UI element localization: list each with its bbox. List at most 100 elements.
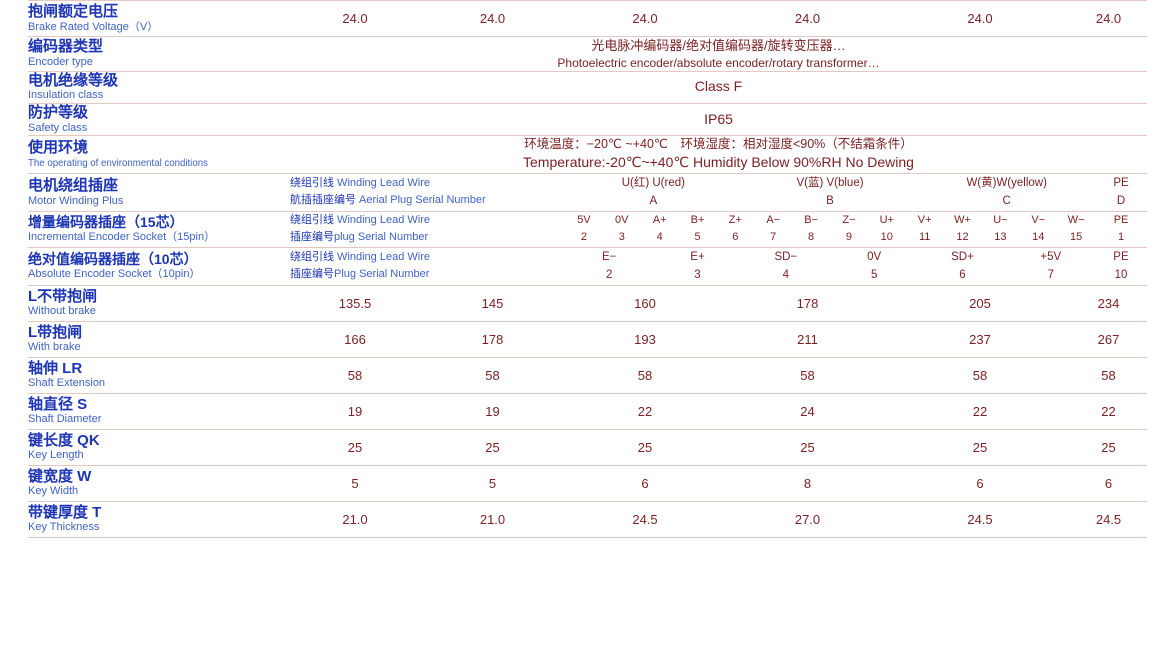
cell-value: 22 (637, 403, 653, 419)
pin-serial: 4 (782, 269, 790, 282)
pin-column: V+ 11 (906, 212, 944, 247)
pin-serial: C (1002, 195, 1011, 208)
pin-grid-absolute-encoder: E− 2 E+ 3 SD− 4 0V 5 (565, 248, 1147, 285)
table-row-encoder-type: 编码器类型 Encoder type 光电脉冲编码器/绝对值编码器/旋转变压器…… (28, 37, 1147, 72)
sublabel-plug-serial-number: 航插插座编号 Aerial Plug Serial Number (290, 192, 565, 209)
pin-column: A− 7 (754, 212, 792, 247)
cell-value: 24.5 (632, 511, 658, 527)
pin-wire: U+ (879, 213, 894, 226)
table-row-safety-class: 防护等级 Safety class IP65 (28, 103, 1147, 136)
pin-serial: 2 (580, 231, 587, 244)
pin-wire: PE (1113, 250, 1129, 263)
table-row-motor-winding: 电机绕组插座 Motor Winding Plus 绕组引线 Winding L… (28, 174, 1147, 212)
cell-value: 24.0 (1095, 11, 1122, 26)
row-sublabel-motor-winding: 绕组引线 Winding Lead Wire 航插插座编号 Aerial Plu… (290, 174, 565, 212)
cell-value: 8 (803, 475, 812, 491)
cell-value: 22 (1101, 403, 1116, 419)
label-zh: 轴直径 S (28, 395, 88, 413)
label-en: Insulation class (28, 89, 104, 102)
pin-grid-motor-winding: U(红) U(red) A V(蓝) V(blue) B W(黄)W(yello… (565, 174, 1147, 211)
pin-serial: 13 (994, 231, 1007, 244)
row-label-with-brake: L带抱闸 With brake (28, 321, 290, 357)
row-label-absolute-encoder: 绝对值编码器插座（10芯） Absolute Encoder Socket（10… (28, 247, 290, 285)
cell-incremental-encoder-pins: 5V 2 0V 3 A+ 4 B+ 5 (565, 211, 1147, 247)
pin-wire: B+ (690, 213, 705, 226)
pin-column: W+ 12 (944, 212, 982, 247)
cell-value: 24.5 (967, 511, 993, 527)
cell-value: 166 (344, 331, 366, 347)
row-label-shaft-extension: 轴伸 LR Shaft Extension (28, 357, 290, 393)
sublabel-plug-serial-number: 插座编号plug Serial Number (290, 229, 565, 246)
cell-value: 211 (797, 331, 818, 347)
label-zh: 防护等级 (28, 103, 89, 121)
specification-table: 抱闸额定电压 Brake Rated Voltage（V） 24.0 24.0 … (28, 0, 1147, 538)
motor-specification-sheet: 抱闸额定电压 Brake Rated Voltage（V） 24.0 24.0 … (28, 0, 1147, 538)
sublabel-zh: 航插插座编号 (290, 194, 356, 207)
sublabel-en: Aerial Plug Serial Number (356, 194, 486, 207)
sublabel-winding-lead-wire: 绕组引线 Winding Lead Wire (290, 212, 565, 229)
pin-serial: 5 (870, 269, 878, 282)
sublabel-en: Winding Lead Wire (334, 251, 430, 264)
pin-wire: A− (766, 213, 781, 226)
row-label-encoder-type: 编码器类型 Encoder type (28, 37, 290, 72)
pin-wire: W− (1067, 213, 1085, 226)
pin-column: U+ 10 (868, 212, 906, 247)
label-en: Key Width (28, 485, 79, 498)
sublabel-winding-lead-wire: 绕组引线 Winding Lead Wire (290, 249, 565, 266)
table-row-shaft-extension: 轴伸 LR Shaft Extension 58 58 58 58 58 58 (28, 357, 1147, 394)
cell-value: 25 (485, 439, 500, 455)
table-row-key-length: 键长度 QK Key Length 25 25 25 25 25 25 (28, 429, 1147, 466)
pin-wire: 0V (867, 250, 882, 263)
label-zh: L带抱闸 (28, 323, 83, 341)
pin-column: B+ 5 (679, 212, 717, 247)
cell-value: 24 (800, 403, 815, 419)
pin-column: Z+ 6 (716, 212, 754, 247)
table-row-brake-voltage: 抱闸额定电压 Brake Rated Voltage（V） 24.0 24.0 … (28, 0, 1147, 37)
pin-wire: Z+ (728, 213, 742, 226)
sublabel-en: Plug Serial Number (334, 268, 430, 281)
label-zh: 绝对值编码器插座（10芯） (28, 251, 198, 268)
row-sublabel-absolute-encoder: 绕组引线 Winding Lead Wire 插座编号Plug Serial N… (290, 247, 565, 285)
pin-column: V(蓝) V(blue) B (742, 174, 919, 211)
pin-wire: Z− (842, 213, 856, 226)
label-zh: 抱闸额定电压 (28, 2, 119, 20)
pin-column: 0V 3 (603, 212, 641, 247)
pin-serial: 3 (618, 231, 625, 244)
label-en: Incremental Encoder Socket（15pin） (28, 230, 216, 243)
sublabel-zh: 插座编号 (290, 231, 334, 244)
value-en: Photoelectric encoder/absolute encoder/r… (557, 55, 880, 70)
cell-insulation-class-value: Class F (694, 78, 743, 95)
cell-value: 6 (976, 475, 984, 491)
pin-wire: U− (993, 213, 1008, 226)
pin-column-pe: PE 10 (1095, 248, 1147, 285)
pin-wire: SD+ (951, 250, 974, 263)
cell-value: 5 (351, 475, 359, 491)
cell-value: 234 (1097, 295, 1120, 311)
pin-serial: 4 (656, 231, 663, 244)
pin-column: Z− 9 (830, 212, 868, 247)
cell-value: 21.0 (342, 511, 368, 527)
pin-serial: 3 (694, 269, 701, 282)
cell-motor-winding-pins: U(红) U(red) A V(蓝) V(blue) B W(黄)W(yello… (565, 174, 1147, 212)
sublabel-winding-lead-wire: 绕组引线 Winding Lead Wire (290, 175, 565, 192)
pin-serial: 8 (808, 231, 815, 244)
sublabel-plug-serial-number: 插座编号Plug Serial Number (290, 266, 565, 283)
label-en: Key Thickness (28, 521, 100, 534)
pin-serial: A (649, 195, 658, 208)
cell-value: 25 (1101, 439, 1116, 455)
pin-column: U− 13 (981, 212, 1019, 247)
pin-wire: V− (1031, 213, 1046, 226)
row-label-motor-winding: 电机绕组插座 Motor Winding Plus (28, 174, 290, 212)
pin-serial: 10 (880, 231, 893, 244)
label-zh: 编码器类型 (28, 38, 104, 56)
cell-value: 145 (481, 295, 504, 311)
row-label-incremental-encoder: 增量编码器插座（15芯） Incremental Encoder Socket（… (28, 211, 290, 247)
cell-value: 58 (972, 367, 988, 383)
pin-serial: 6 (732, 231, 739, 244)
pin-serial: 11 (918, 231, 931, 244)
pin-wire: B− (804, 213, 818, 226)
label-en: Motor Winding Plus (28, 194, 124, 207)
pin-serial: 7 (770, 231, 777, 244)
pin-column: SD− 4 (742, 248, 830, 285)
cell-value: 24.5 (1095, 511, 1122, 527)
